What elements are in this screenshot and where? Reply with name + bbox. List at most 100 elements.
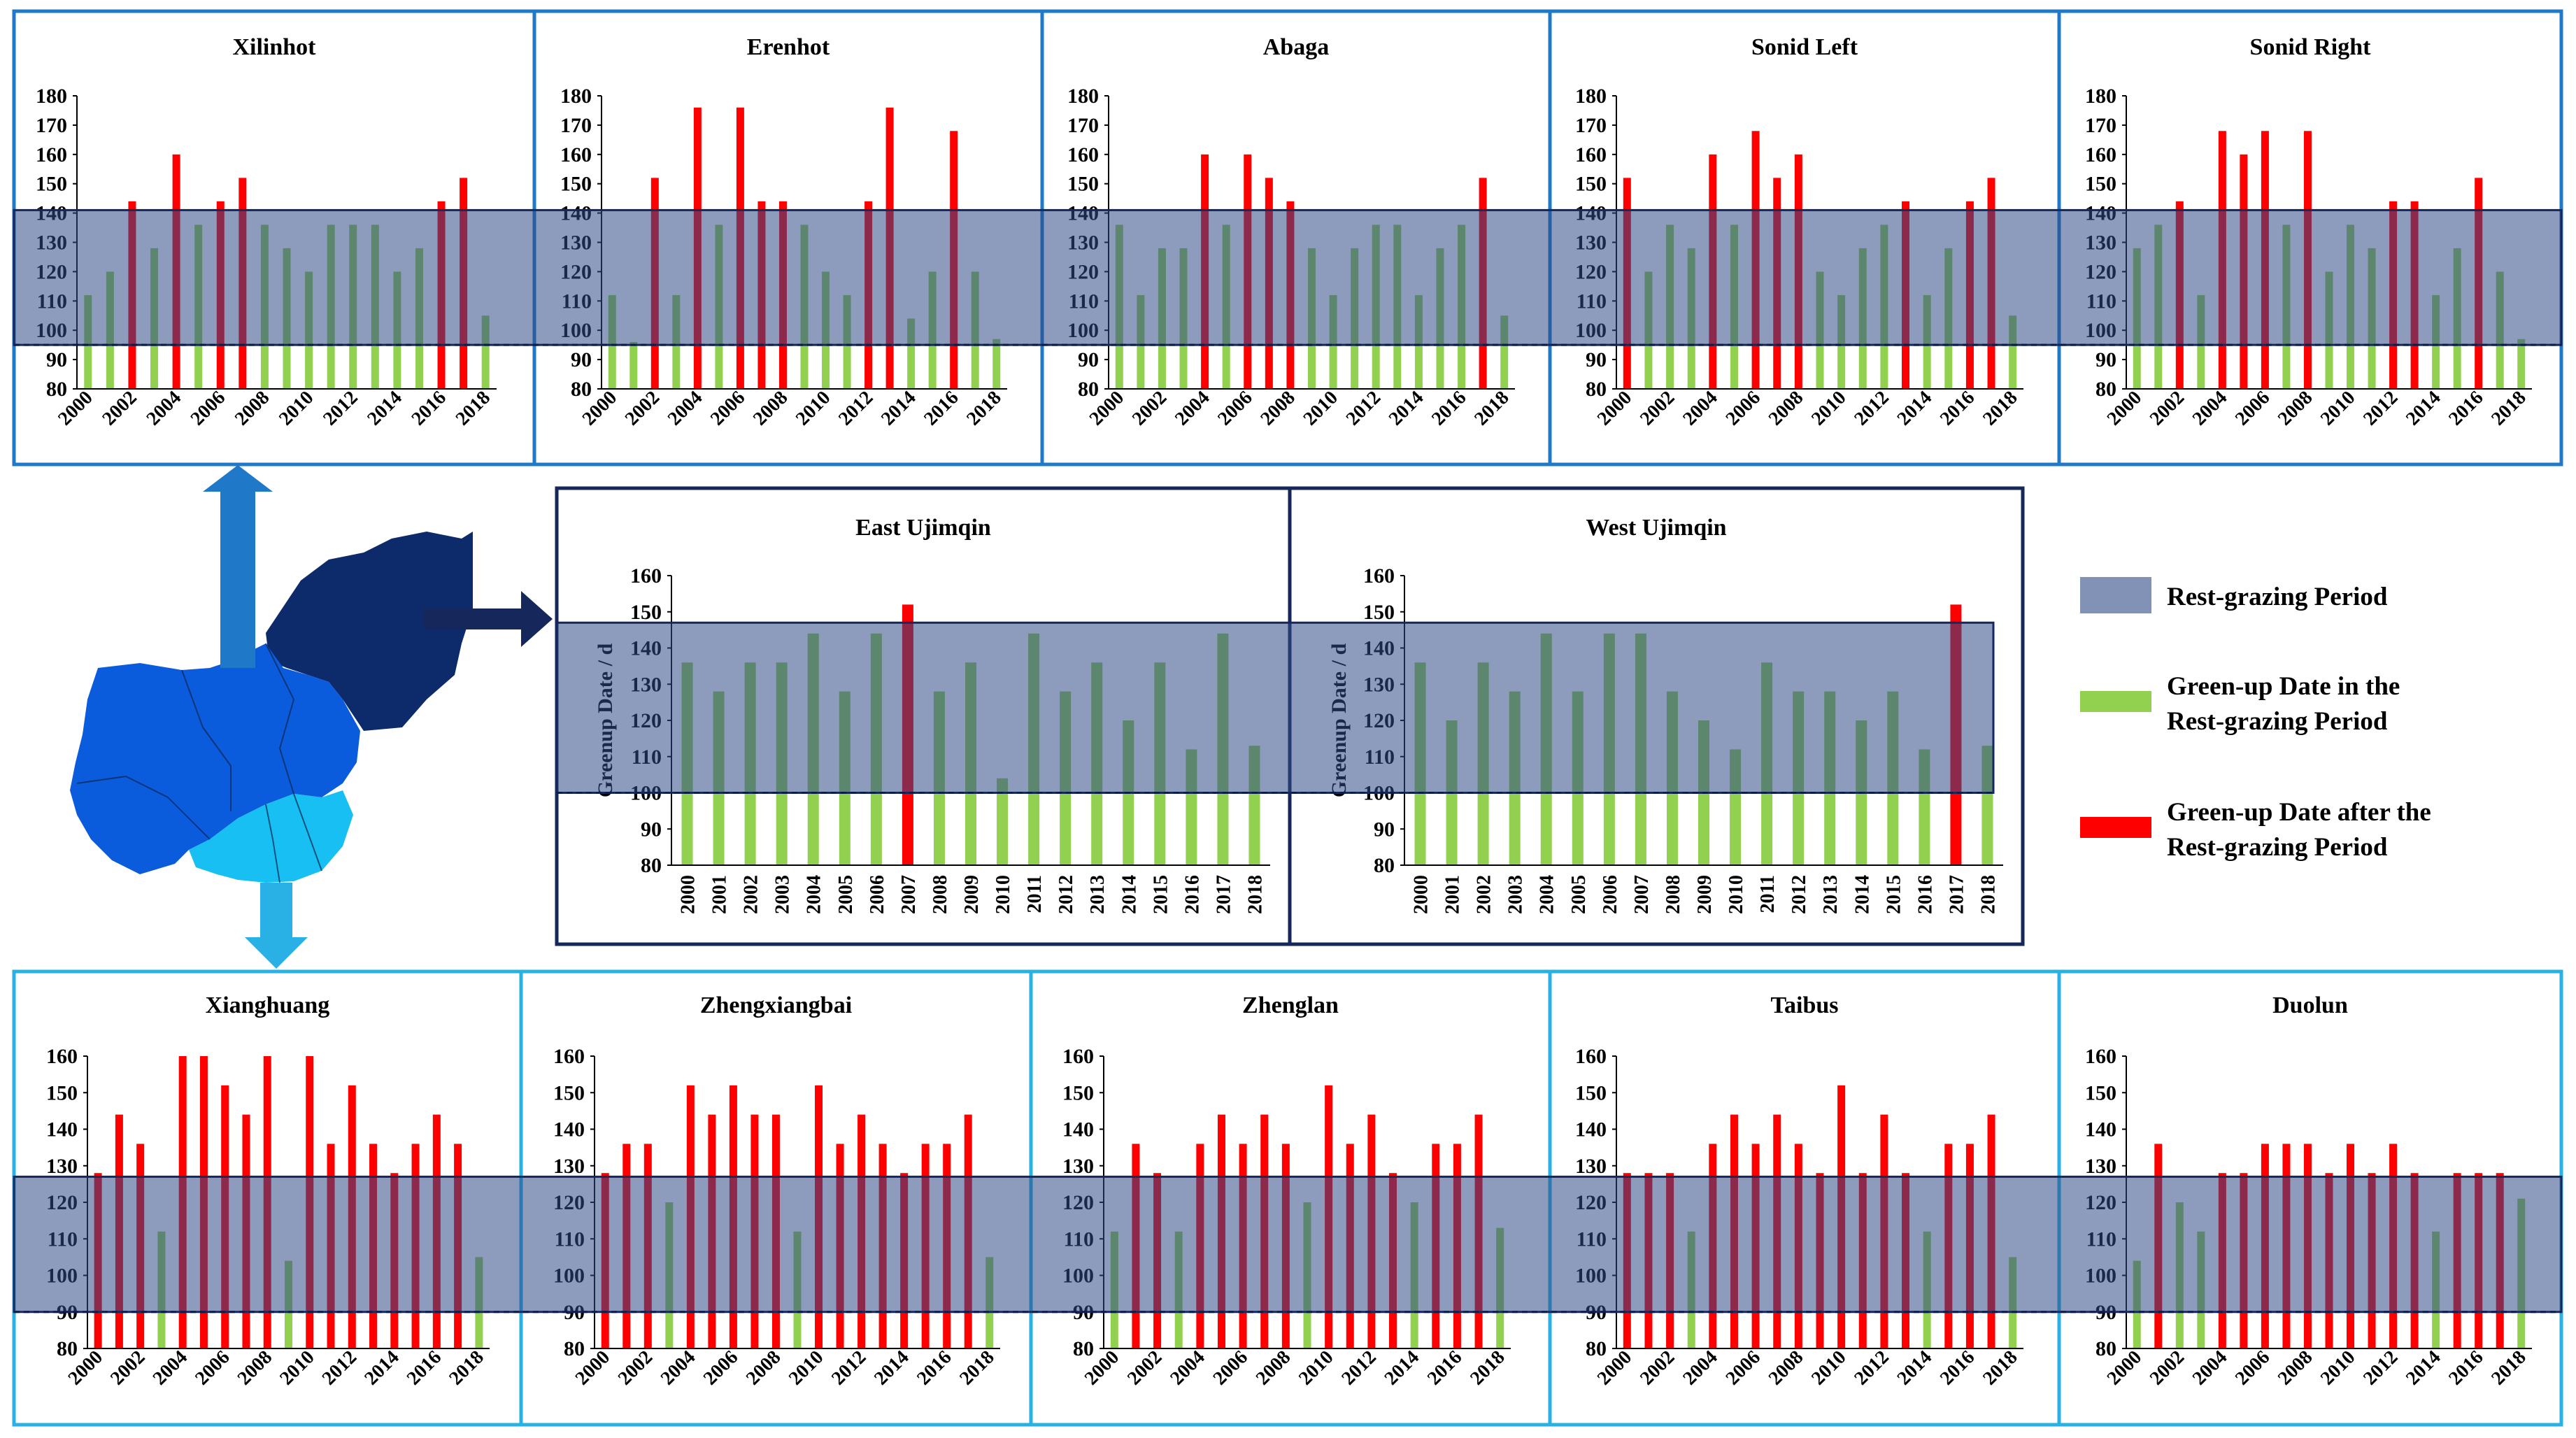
x-tick-label: 2002 <box>621 387 664 430</box>
y-tick-label: 160 <box>1062 1045 1094 1068</box>
x-tick-label: 2002 <box>741 875 762 914</box>
arrow-down-to-bottom-panels <box>245 883 308 969</box>
x-tick-label: 2010 <box>275 387 318 430</box>
x-tick-label: 2004 <box>664 387 707 430</box>
x-tick-label: 2015 <box>1150 875 1172 914</box>
map-region-light <box>189 790 353 883</box>
x-tick-label: 2008 <box>2274 387 2317 430</box>
x-tick-label: 2014 <box>1851 875 1873 914</box>
x-tick-label: 2014 <box>877 387 920 430</box>
y-tick-label: 140 <box>1062 1118 1094 1141</box>
legend-label-green-line1: Green-up Date in the <box>2167 672 2400 701</box>
x-tick-label: 2002 <box>1123 1346 1167 1390</box>
map-boundaries <box>76 643 322 883</box>
x-tick-label: 2001 <box>1442 875 1464 914</box>
x-tick-label: 2006 <box>1600 875 1621 914</box>
county-boundary <box>265 643 295 795</box>
y-tick-label: 90 <box>1586 348 1607 371</box>
x-tick-label: 2012 <box>2359 387 2403 430</box>
y-tick-label: 180 <box>36 85 67 108</box>
x-tick-label: 2008 <box>1252 1346 1295 1390</box>
chart-title: Taibus <box>1770 992 1838 1018</box>
x-tick-label: 2006 <box>2231 1346 2275 1390</box>
x-tick-label: 2018 <box>452 387 495 430</box>
y-tick-label: 80 <box>1586 1337 1607 1360</box>
x-tick-label: 2018 <box>445 1346 488 1390</box>
x-tick-label: 2000 <box>1411 875 1432 914</box>
arrow-up-to-top-panels <box>203 465 273 668</box>
bar-2018 <box>992 339 1001 389</box>
y-tick-label: 90 <box>46 348 67 371</box>
x-tick-label: 2018 <box>1466 1346 1509 1390</box>
y-tick-label: 80 <box>1586 378 1607 401</box>
y-tick-label: 150 <box>2085 1081 2116 1104</box>
rest-grazing-period-band <box>555 621 1995 795</box>
y-tick-label: 150 <box>46 1081 78 1104</box>
y-tick-label: 160 <box>560 143 592 166</box>
x-tick-label: 2001 <box>709 875 731 914</box>
x-tick-label: 2011 <box>1024 875 1046 913</box>
y-tick-label: 90 <box>1078 348 1099 371</box>
x-tick-label: 2014 <box>2402 387 2445 430</box>
x-tick-label: 2016 <box>1181 875 1203 914</box>
x-tick-label: 2005 <box>835 875 857 914</box>
x-tick-label: 2016 <box>407 387 450 430</box>
map-region-mid <box>70 643 360 874</box>
y-tick-label: 170 <box>560 114 592 137</box>
county-boundary <box>181 669 232 811</box>
x-tick-label: 2002 <box>1636 1346 1679 1390</box>
bar-2010 <box>997 778 1009 865</box>
bar-2014 <box>907 318 916 389</box>
x-tick-label: 2018 <box>1470 387 1514 430</box>
x-tick-label: 2010 <box>785 1346 828 1390</box>
x-tick-label: 2014 <box>360 1346 404 1390</box>
y-tick-label: 160 <box>2085 1045 2116 1068</box>
x-tick-label: 2014 <box>1381 1346 1424 1390</box>
y-tick-label: 150 <box>2085 173 2116 196</box>
y-tick-label: 130 <box>553 1155 585 1178</box>
x-tick-label: 2013 <box>1087 875 1109 914</box>
county-boundary <box>293 793 322 871</box>
x-tick-label: 2012 <box>2359 1346 2403 1390</box>
x-tick-label: 2008 <box>231 387 274 430</box>
x-tick-label: 2010 <box>2317 387 2360 430</box>
x-tick-label: 2006 <box>1722 1346 1765 1390</box>
y-tick-label: 170 <box>1067 114 1099 137</box>
chart-title: Abaga <box>1263 34 1329 60</box>
y-tick-label: 160 <box>2085 143 2116 166</box>
x-tick-label: 2016 <box>1423 1346 1467 1390</box>
y-tick-label: 80 <box>564 1337 585 1360</box>
y-tick-label: 80 <box>1073 1337 1094 1360</box>
bar-2018 <box>1500 315 1509 389</box>
legend-swatch-green <box>2080 691 2151 712</box>
x-tick-label: 2008 <box>742 1346 785 1390</box>
x-tick-label: 2010 <box>1295 1346 1338 1390</box>
y-tick-label: 130 <box>1062 1155 1094 1178</box>
x-tick-label: 2014 <box>363 387 406 430</box>
y-tick-label: 150 <box>1363 601 1395 624</box>
y-tick-label: 150 <box>630 601 662 624</box>
x-tick-label: 2006 <box>706 387 750 430</box>
legend-swatch-rest-period <box>2080 577 2151 613</box>
x-tick-label: 2012 <box>319 387 362 430</box>
x-tick-label: 2010 <box>792 387 835 430</box>
y-tick-label: 170 <box>36 114 67 137</box>
y-tick-label: 80 <box>641 854 662 877</box>
chart-title: East Ujimqin <box>855 515 991 541</box>
map-arrows <box>203 465 553 969</box>
x-tick-label: 2004 <box>1679 1346 1722 1390</box>
chart-title: Duolun <box>2272 992 2348 1018</box>
y-tick-label: 130 <box>1575 1155 1607 1178</box>
y-tick-label: 80 <box>571 378 592 401</box>
y-tick-label: 130 <box>46 1155 78 1178</box>
bar-2001 <box>629 341 638 389</box>
bar-2018 <box>2517 339 2526 389</box>
x-tick-label: 2006 <box>191 1346 234 1390</box>
legend-label-rest-period: Rest-grazing Period <box>2167 583 2388 611</box>
y-tick-label: 180 <box>1575 85 1607 108</box>
x-tick-label: 2003 <box>772 875 794 914</box>
x-tick-label: 2002 <box>2146 387 2189 430</box>
y-tick-label: 80 <box>46 378 67 401</box>
x-tick-label: 2012 <box>1788 875 1810 914</box>
chart-title: West Ujimqin <box>1586 515 1726 541</box>
